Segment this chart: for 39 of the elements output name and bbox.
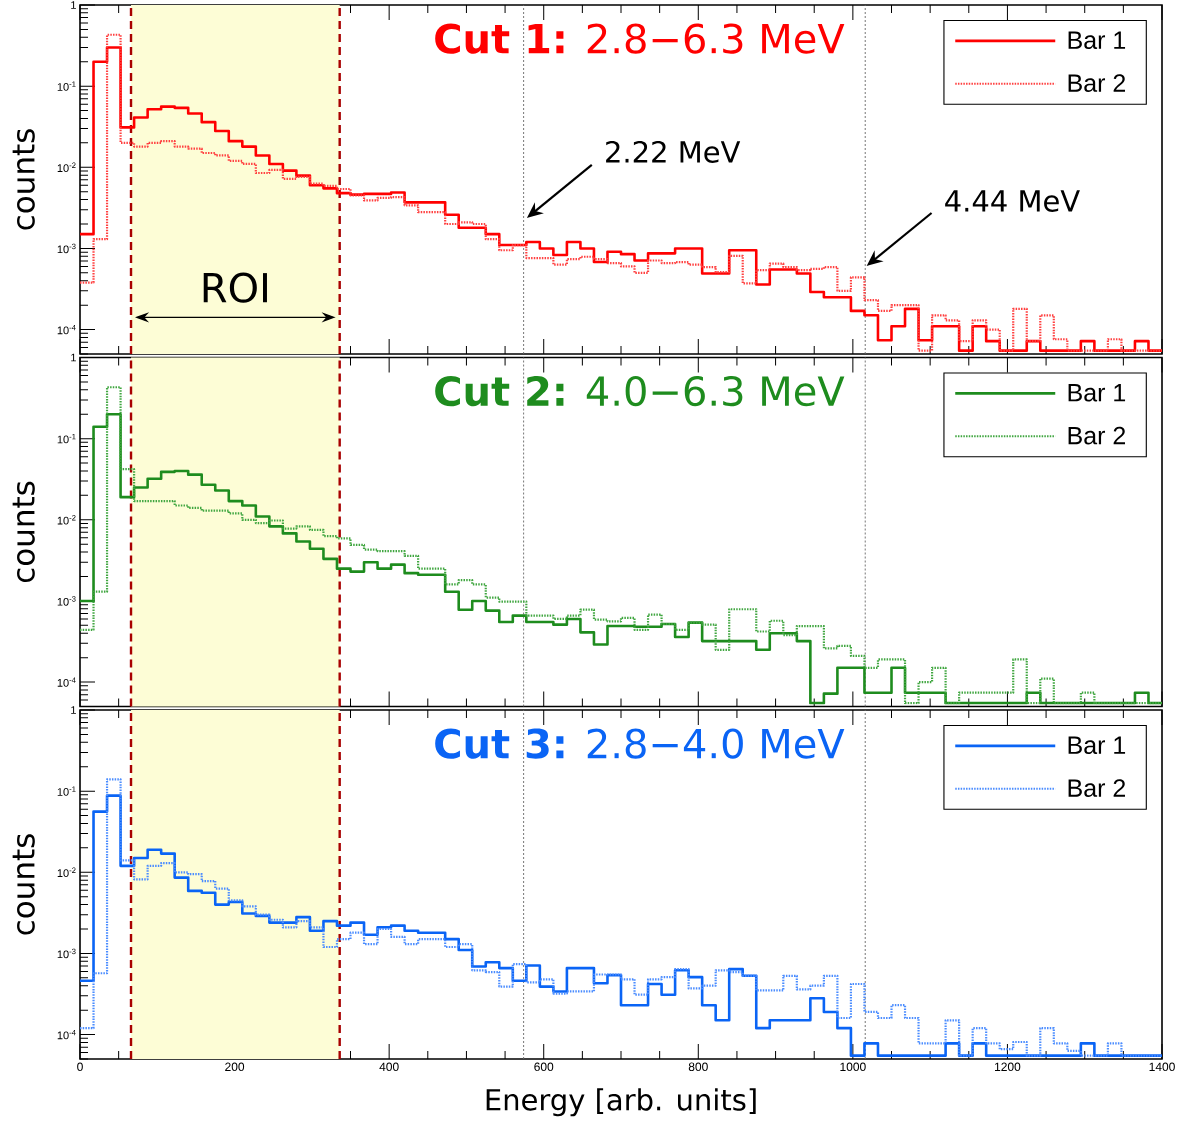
chart-title: Cut 1: 2.8−6.3 MeV	[435, 23, 845, 54]
y-axis-title: counts	[12, 129, 35, 230]
y-tick-label: 1	[71, 1, 76, 9]
y-tick-label: 10$^{-3}$	[57, 948, 76, 959]
y-tick-label: 1	[71, 706, 76, 714]
chart-title: Cut 3: 2.8−4.0 MeV	[435, 728, 845, 759]
y-tick-label: 10$^{-4}$	[57, 677, 76, 687]
x-tick-label: 600	[534, 1062, 554, 1072]
y-tick-label: 10$^{-1}$	[57, 81, 76, 91]
y-tick-label: 1	[71, 353, 76, 362]
annotation: 4.44 MeV	[945, 190, 1080, 212]
legend-label: Bar 2	[1068, 426, 1126, 445]
y-tick-label: 10$^{-4}$	[57, 324, 76, 335]
x-tick-label: 1000	[840, 1062, 866, 1072]
x-tick-label: 800	[688, 1062, 708, 1072]
x-tick-label: 0	[77, 1062, 83, 1072]
x-tick-label: 1400	[1149, 1062, 1175, 1072]
legend-label: Bar 1	[1068, 31, 1126, 50]
y-tick-label: 10$^{-4}$	[57, 1029, 76, 1040]
y-tick-label: 10$^{-2}$	[57, 162, 76, 173]
y-tick-label: 10$^{-1}$	[57, 433, 76, 444]
y-axis-title: counts	[12, 834, 35, 935]
chart-title: Cut 2: 4.0−6.3 MeV	[435, 375, 845, 407]
y-tick-label: 10$^{-3}$	[57, 596, 76, 606]
y-tick-label: 10$^{-1}$	[57, 786, 76, 796]
y-tick-label: 10$^{-2}$	[57, 867, 76, 878]
legend-label: Bar 2	[1068, 779, 1126, 797]
x-tick-label: 1200	[994, 1062, 1021, 1072]
annotation: 2.22 MeV	[606, 140, 741, 163]
y-axis-title: counts	[12, 481, 35, 583]
x-axis-title: Energy [arb. units]	[486, 1088, 756, 1117]
x-tick-label: 400	[379, 1062, 399, 1072]
y-tick-label: 10$^{-2}$	[57, 515, 76, 525]
legend-label: Bar 2	[1068, 74, 1126, 92]
legend-label: Bar 1	[1068, 384, 1126, 402]
y-tick-label: 10$^{-3}$	[57, 243, 76, 254]
x-tick-label: 200	[225, 1062, 245, 1072]
band-label: ROI	[203, 272, 267, 303]
legend-label: Bar 1	[1068, 736, 1126, 755]
